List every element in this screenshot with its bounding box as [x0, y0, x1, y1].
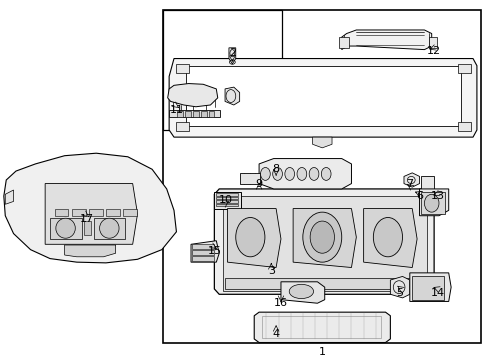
Polygon shape — [94, 217, 125, 239]
Ellipse shape — [296, 167, 306, 180]
Ellipse shape — [100, 218, 119, 238]
Bar — [106, 209, 119, 216]
Bar — [177, 111, 183, 117]
Polygon shape — [228, 48, 235, 64]
Polygon shape — [428, 37, 436, 48]
Bar — [224, 278, 426, 289]
Polygon shape — [224, 87, 239, 105]
Text: 13: 13 — [430, 191, 444, 201]
Polygon shape — [409, 273, 450, 301]
Text: 2: 2 — [228, 48, 235, 58]
Polygon shape — [169, 110, 220, 117]
Bar — [420, 193, 445, 214]
Text: 17: 17 — [79, 214, 93, 224]
Text: 1: 1 — [318, 347, 325, 357]
Text: 10: 10 — [219, 195, 233, 204]
Polygon shape — [45, 184, 137, 244]
Text: 11: 11 — [169, 105, 183, 115]
Bar — [201, 111, 206, 117]
Polygon shape — [254, 312, 389, 342]
Polygon shape — [389, 276, 409, 298]
Polygon shape — [419, 189, 448, 216]
Ellipse shape — [372, 217, 402, 257]
Bar — [208, 111, 214, 117]
Polygon shape — [403, 173, 419, 187]
Polygon shape — [4, 153, 176, 263]
Bar — [216, 201, 238, 203]
Polygon shape — [5, 190, 14, 204]
Ellipse shape — [235, 217, 264, 257]
Ellipse shape — [302, 212, 341, 262]
Polygon shape — [239, 173, 260, 184]
Polygon shape — [341, 30, 431, 50]
Bar — [192, 256, 214, 261]
Polygon shape — [281, 282, 324, 303]
Bar — [458, 64, 469, 73]
Bar — [411, 276, 443, 300]
Text: 8: 8 — [272, 164, 279, 174]
Polygon shape — [214, 189, 433, 294]
Polygon shape — [363, 208, 416, 267]
Text: 4: 4 — [272, 329, 279, 339]
Polygon shape — [191, 241, 219, 262]
Bar — [163, 10, 480, 342]
Ellipse shape — [424, 194, 438, 212]
Bar — [193, 111, 199, 117]
Polygon shape — [186, 66, 460, 126]
Ellipse shape — [56, 218, 75, 238]
Bar — [216, 204, 238, 206]
Text: 3: 3 — [267, 266, 274, 276]
Polygon shape — [312, 137, 331, 148]
Bar — [192, 244, 214, 249]
Text: 6: 6 — [415, 191, 422, 201]
Text: 14: 14 — [430, 288, 444, 297]
Bar — [176, 122, 188, 131]
Polygon shape — [420, 176, 433, 191]
Bar — [55, 209, 68, 216]
Bar — [458, 122, 469, 131]
Text: 7: 7 — [406, 179, 412, 189]
Text: 15: 15 — [207, 247, 221, 256]
Bar — [163, 10, 282, 130]
Polygon shape — [292, 208, 356, 267]
Bar — [216, 193, 238, 196]
Bar — [89, 209, 102, 216]
Bar — [216, 197, 238, 199]
Text: 5: 5 — [396, 288, 403, 297]
Bar — [192, 250, 214, 255]
Ellipse shape — [309, 221, 334, 253]
Bar — [185, 111, 191, 117]
Bar — [122, 209, 136, 216]
Polygon shape — [84, 221, 91, 235]
Polygon shape — [214, 193, 241, 208]
Polygon shape — [167, 84, 217, 107]
Polygon shape — [50, 217, 81, 239]
Polygon shape — [64, 245, 116, 257]
Ellipse shape — [321, 167, 330, 180]
Text: 16: 16 — [273, 298, 287, 308]
Bar — [72, 209, 85, 216]
Polygon shape — [339, 37, 348, 48]
Text: 12: 12 — [426, 46, 440, 57]
Polygon shape — [227, 208, 281, 267]
Polygon shape — [222, 196, 426, 291]
Ellipse shape — [285, 167, 294, 180]
Ellipse shape — [308, 167, 318, 180]
Ellipse shape — [260, 167, 270, 180]
Text: 9: 9 — [255, 179, 262, 189]
Polygon shape — [259, 158, 351, 189]
Polygon shape — [169, 59, 476, 137]
Bar — [261, 316, 380, 338]
Bar — [176, 64, 188, 73]
Ellipse shape — [288, 284, 313, 298]
Ellipse shape — [272, 167, 282, 180]
